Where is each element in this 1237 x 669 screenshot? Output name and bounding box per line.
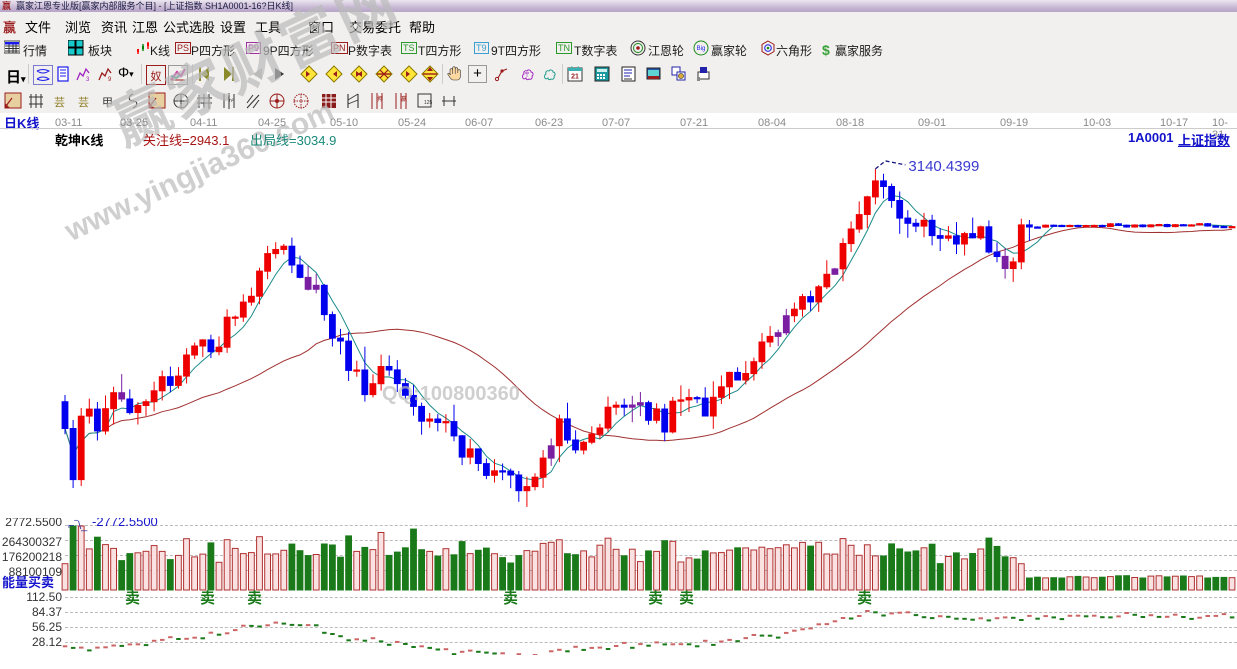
svg-text:3140.4399: 3140.4399 <box>908 158 979 175</box>
svg-text:芸: 芸 <box>78 96 89 109</box>
svg-text:3: 3 <box>86 77 90 83</box>
svg-text:21: 21 <box>571 74 579 81</box>
svg-text:〒: 〒 <box>524 72 530 79</box>
svg-text:芸: 芸 <box>54 96 65 109</box>
svg-text:赢: 赢 <box>401 95 407 103</box>
svg-text:125: 125 <box>424 100 433 106</box>
svg-text:押: 押 <box>377 95 383 103</box>
svg-text:Big: Big <box>697 46 706 52</box>
